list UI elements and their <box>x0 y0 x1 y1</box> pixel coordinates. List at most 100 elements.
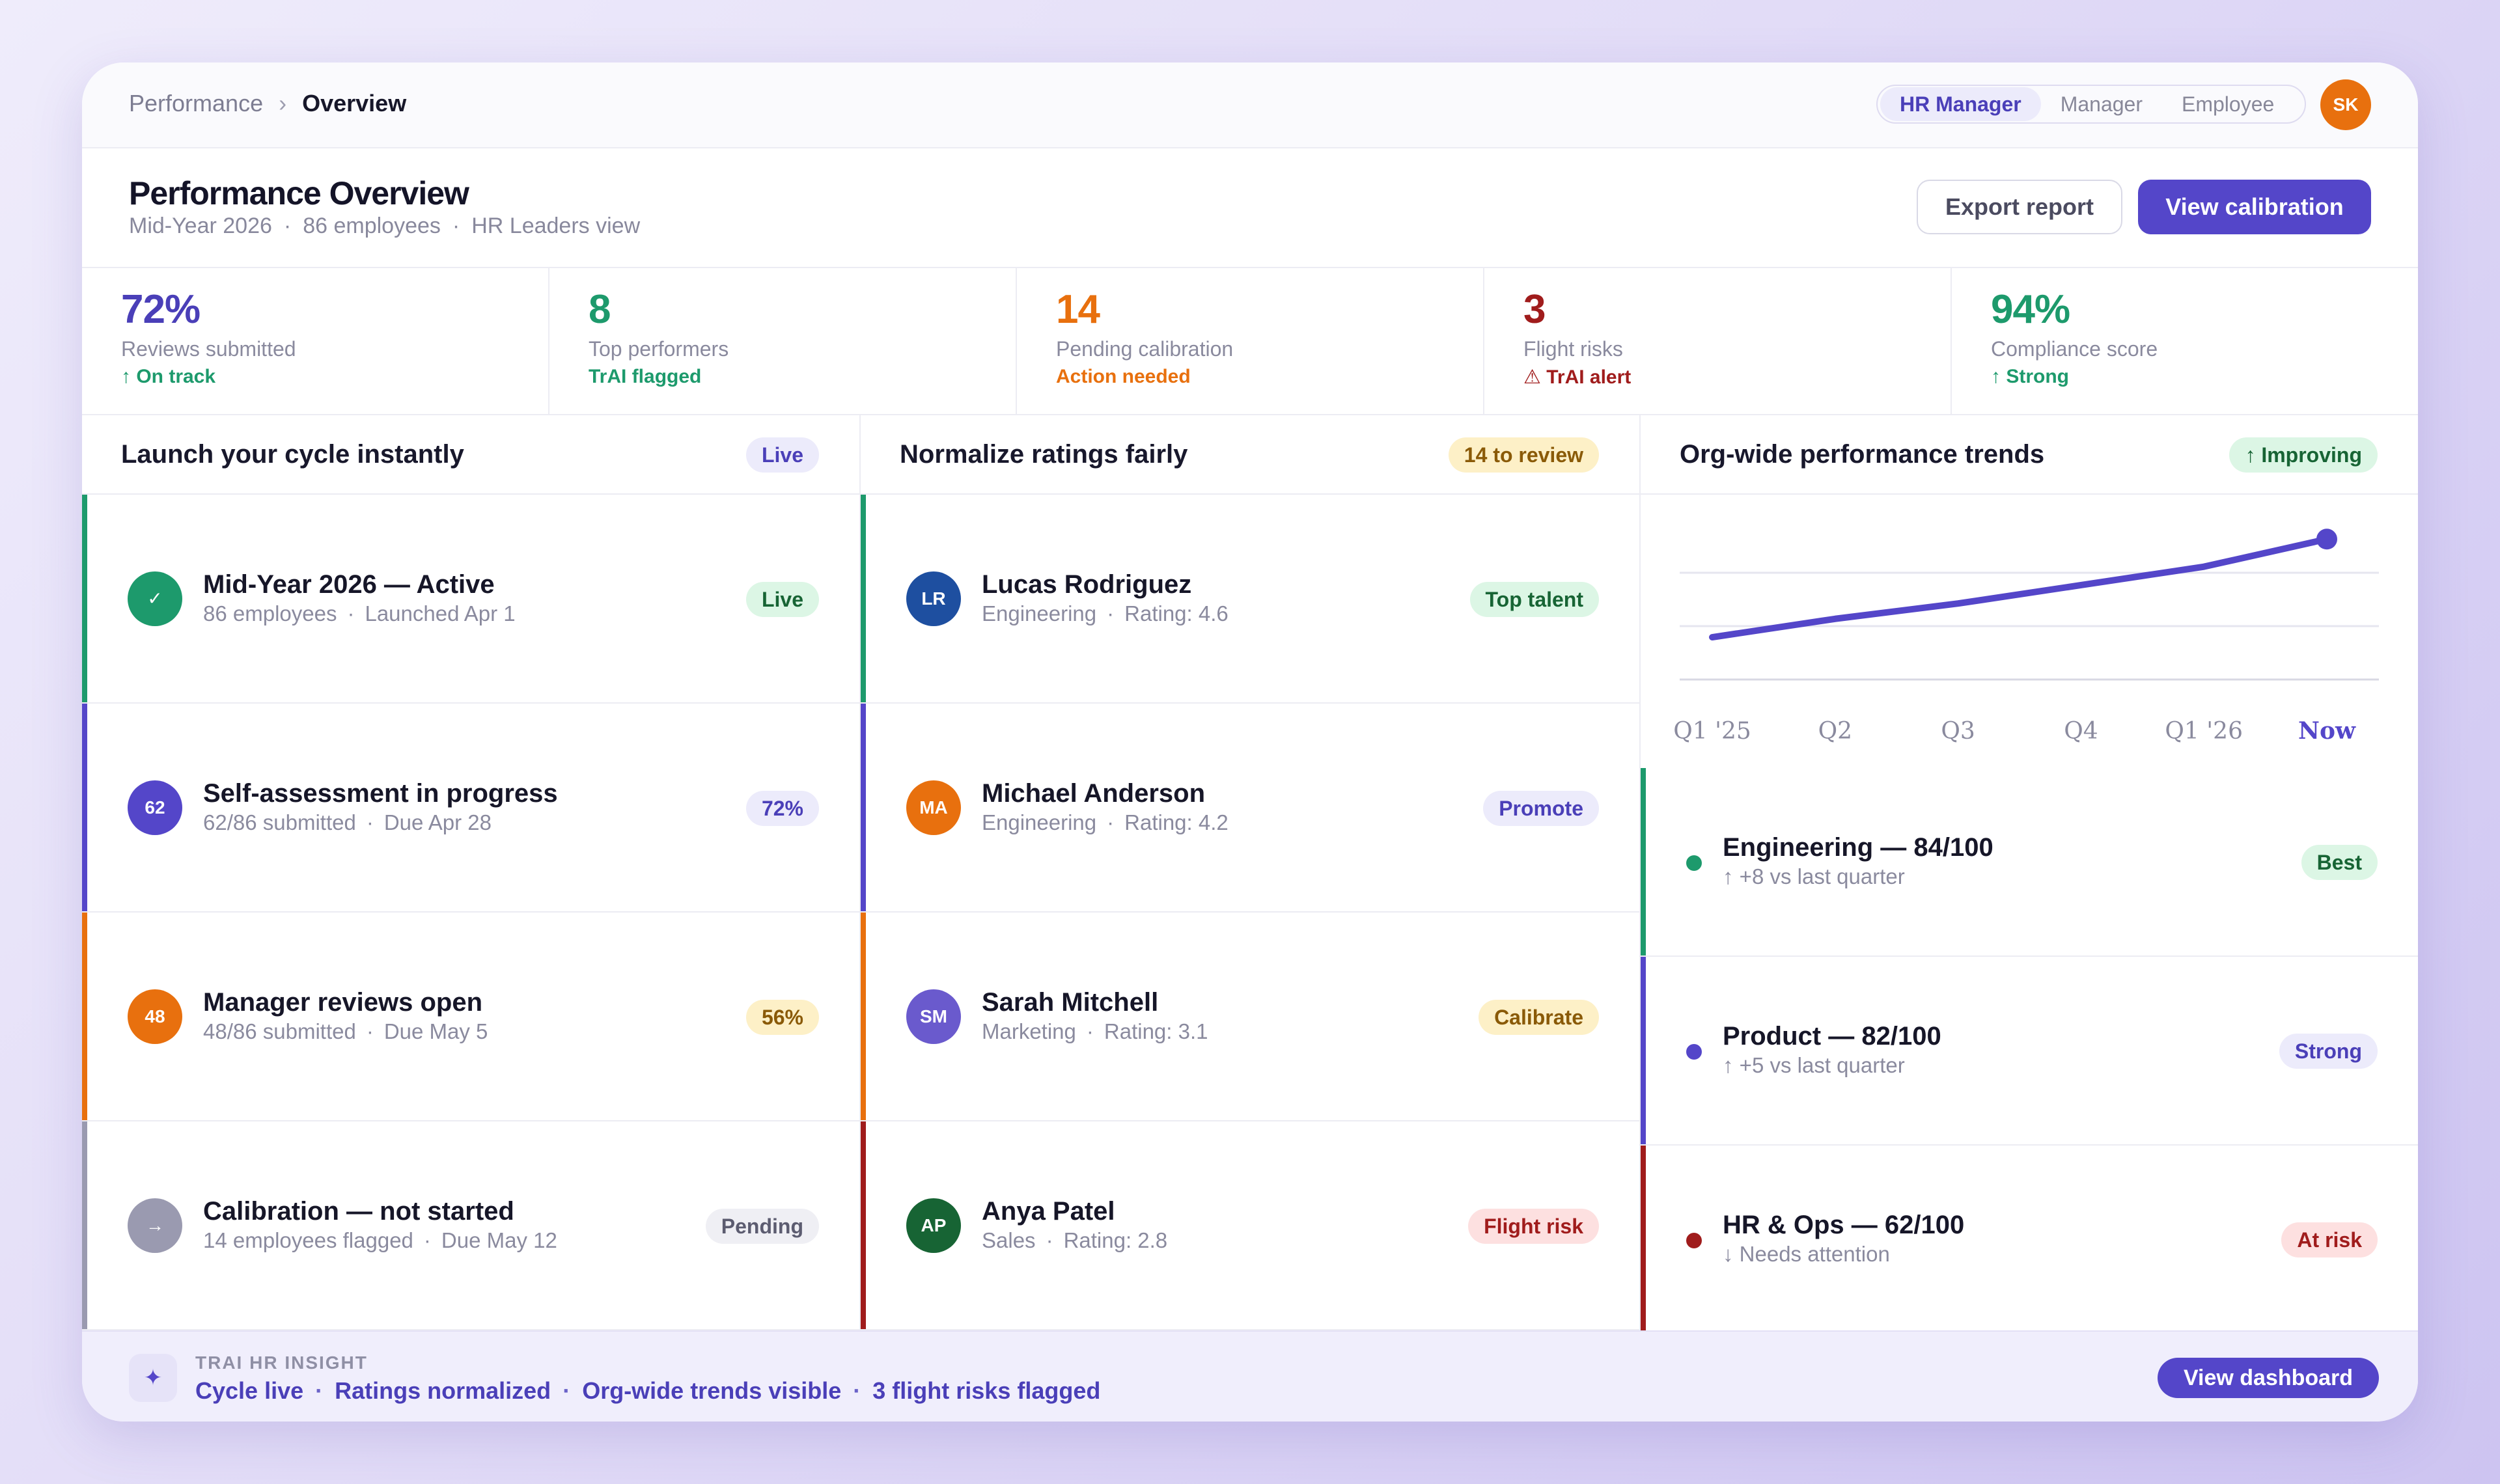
breadcrumb-separator: › <box>279 90 287 117</box>
stat-label: Compliance score <box>1991 337 2158 361</box>
stat-card[interactable]: 3 Flight risks ⚠ TrAI alert <box>1484 268 1952 414</box>
meta-item: Due May 12 <box>441 1228 557 1252</box>
stat-card[interactable]: 14 Pending calibration Action needed <box>1017 268 1484 414</box>
insight-item: Cycle live <box>195 1377 304 1404</box>
employee-row[interactable]: SM Sarah Mitchell Marketing · Rating: 3.1 Cal… <box>861 913 1639 1121</box>
insight-separator: · <box>853 1377 861 1404</box>
meta-separator: · <box>1046 1228 1053 1252</box>
meta-item: 86 employees <box>203 601 337 625</box>
department-row[interactable]: HR & Ops — 62/100 ↓ Needs attention At ris… <box>1641 1146 2418 1334</box>
status-accent-bar <box>861 495 866 702</box>
status-dot <box>1686 1044 1702 1060</box>
employee-dept: Sales <box>982 1228 1036 1252</box>
stat-label: Top performers <box>589 337 729 361</box>
status-badge: Calibrate <box>1479 1000 1599 1035</box>
employee-row[interactable]: LR Lucas Rodriguez Engineering · Rating: 4.6… <box>861 495 1639 704</box>
stat-label: Pending calibration <box>1056 337 1234 361</box>
cycle-step-row[interactable]: 62 Self-assessment in progress 62/86 submi… <box>82 704 859 913</box>
ratings-panel: Normalize ratings fairly 14 to review LR… <box>861 415 1641 1330</box>
employee-rating: Rating: 2.8 <box>1063 1228 1168 1252</box>
breadcrumb-parent-link[interactable]: Performance <box>129 90 264 117</box>
trend-chart-svg: Q1 '25 Q2 Q3 Q4 Q1 '26 Now <box>1673 529 2379 745</box>
role-tab-manager[interactable]: Manager <box>2060 92 2143 116</box>
meta-item: 14 employees flagged <box>203 1228 413 1252</box>
status-badge: ↑ Improving <box>2229 437 2378 473</box>
stat-value: 94% <box>1991 287 2070 332</box>
status-badge: Live <box>745 437 819 473</box>
employee-row[interactable]: AP Anya Patel Sales · Rating: 2.8 Flight risk <box>861 1121 1639 1330</box>
row-meta: 48/86 submitted · Due May 5 <box>203 1019 488 1044</box>
view-calibration-button[interactable]: View calibration <box>2138 180 2371 234</box>
export-report-button[interactable]: Export report <box>1917 180 2122 234</box>
x-tick-label: Q2 <box>1818 718 1852 745</box>
stat-card[interactable]: 72% Reviews submitted ↑ On track <box>82 268 549 414</box>
breadcrumb: Performance › Overview <box>129 90 406 117</box>
insight-label: TRAI HR INSIGHT <box>195 1353 368 1373</box>
view-name: HR Leaders view <box>471 213 641 238</box>
panel-title: Org-wide performance trends <box>1680 440 2045 469</box>
meta-separator: · <box>347 601 355 625</box>
cycle-step-row[interactable]: 48 Manager reviews open 48/86 submitted · Du… <box>82 913 859 1121</box>
page-title: Performance Overview <box>129 175 469 212</box>
status-accent-bar <box>82 704 87 911</box>
department-row[interactable]: Engineering — 84/100 ↑ +8 vs last quarter… <box>1641 768 2418 957</box>
status-accent-bar <box>861 913 866 1120</box>
stat-value: 8 <box>589 287 611 332</box>
user-avatar[interactable]: SK <box>2320 79 2371 130</box>
page-subtitle: Mid-Year 2026 · 86 employees · HR Leader… <box>129 213 640 239</box>
check-icon: ✓ <box>128 571 182 626</box>
view-dashboard-button[interactable]: View dashboard <box>2158 1358 2379 1398</box>
meta-separator: · <box>1107 810 1115 834</box>
cycle-step-row[interactable]: → Calibration — not started 14 employees f… <box>82 1121 859 1330</box>
role-tab-hr-manager[interactable]: HR Manager <box>1880 87 2041 121</box>
current-point[interactable] <box>2316 529 2337 550</box>
department-row[interactable]: Product — 82/100 ↑ +5 vs last quarter Stro… <box>1641 957 2418 1146</box>
employee-name: Lucas Rodriguez <box>982 570 1192 599</box>
cycle-step-row[interactable]: ✓ Mid-Year 2026 — Active 86 employees · Laun… <box>82 495 859 704</box>
employee-rating: Rating: 3.1 <box>1104 1019 1208 1043</box>
meta-separator: · <box>1107 601 1115 625</box>
stat-note: ↑ On track <box>121 366 216 387</box>
employee-rating: Rating: 4.6 <box>1124 601 1229 625</box>
meta-item: Due Apr 28 <box>383 810 492 834</box>
employee-rating: Rating: 4.2 <box>1124 810 1229 834</box>
breadcrumb-current: Overview <box>302 90 407 117</box>
status-accent-bar <box>1641 768 1646 955</box>
meta-item: Due May 5 <box>383 1019 488 1043</box>
role-switcher: HR Manager Manager Employee <box>1876 85 2306 124</box>
x-tick-label: Q1 '25 <box>1673 718 1751 745</box>
stats-row: 72% Reviews submitted ↑ On track 8 Top p… <box>82 268 2418 415</box>
x-tick-label: Q1 '26 <box>2165 718 2243 745</box>
meta-separator: · <box>366 1019 374 1043</box>
employee-row[interactable]: MA Michael Anderson Engineering · Rating: 4.… <box>861 704 1639 913</box>
panel-header: Launch your cycle instantly Live <box>82 415 859 495</box>
meta-separator: · <box>366 810 374 834</box>
stat-value: 3 <box>1523 287 1546 332</box>
stat-card[interactable]: 8 Top performers TrAI flagged <box>549 268 1017 414</box>
stat-note: ↑ Strong <box>1991 366 2069 387</box>
role-tab-employee[interactable]: Employee <box>2182 92 2275 116</box>
meta-item: 62/86 submitted <box>203 810 356 834</box>
insight-separator: · <box>562 1377 571 1404</box>
status-accent-bar <box>82 495 87 702</box>
employee-name: Sarah Mitchell <box>982 988 1159 1017</box>
status-badge: Strong <box>2279 1034 2378 1069</box>
cycle-step-title: Calibration — not started <box>203 1197 514 1226</box>
status-badge: Promote <box>1483 791 1599 826</box>
top-bar: Performance › Overview HR Manager Manage… <box>82 62 2418 148</box>
stat-note: Action needed <box>1056 366 1191 387</box>
department-change: ↓ Needs attention <box>1723 1242 1890 1266</box>
stat-note: ⚠ TrAI alert <box>1523 366 1632 388</box>
meta-separator: · <box>1086 1019 1094 1043</box>
stat-card[interactable]: 94% Compliance score ↑ Strong <box>1952 268 2418 414</box>
row-meta: Engineering · Rating: 4.6 <box>982 601 1229 626</box>
employee-dept: Engineering <box>982 810 1097 834</box>
dashboard-card: Performance › Overview HR Manager Manage… <box>82 62 2418 1422</box>
trend-line <box>1709 536 2330 641</box>
avatar: AP <box>906 1198 961 1253</box>
status-badge: Live <box>745 582 819 617</box>
status-badge: 72% <box>745 791 819 826</box>
cycle-step-title: Self-assessment in progress <box>203 779 558 808</box>
cycle-name: Mid-Year 2026 <box>129 213 272 238</box>
status-accent-bar <box>1641 957 1646 1144</box>
